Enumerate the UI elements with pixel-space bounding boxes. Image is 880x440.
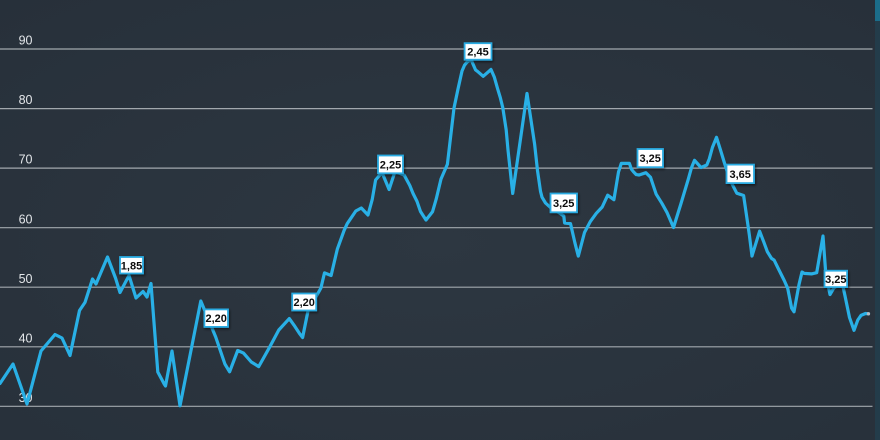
svg-text:2,20: 2,20 [205, 313, 226, 325]
svg-text:3,25: 3,25 [825, 274, 846, 286]
svg-text:2,20: 2,20 [293, 297, 314, 309]
svg-text:60: 60 [19, 212, 33, 226]
svg-text:2,45: 2,45 [467, 47, 488, 59]
svg-text:1,85: 1,85 [121, 260, 142, 272]
svg-text:3,25: 3,25 [639, 153, 660, 165]
svg-text:3,25: 3,25 [553, 198, 574, 210]
svg-text:80: 80 [19, 93, 33, 107]
svg-text:40: 40 [19, 331, 33, 345]
svg-text:50: 50 [19, 272, 33, 286]
svg-text:2,25: 2,25 [380, 159, 401, 171]
svg-text:3,65: 3,65 [729, 169, 750, 181]
svg-text:90: 90 [19, 34, 33, 48]
svg-text:70: 70 [19, 153, 33, 167]
